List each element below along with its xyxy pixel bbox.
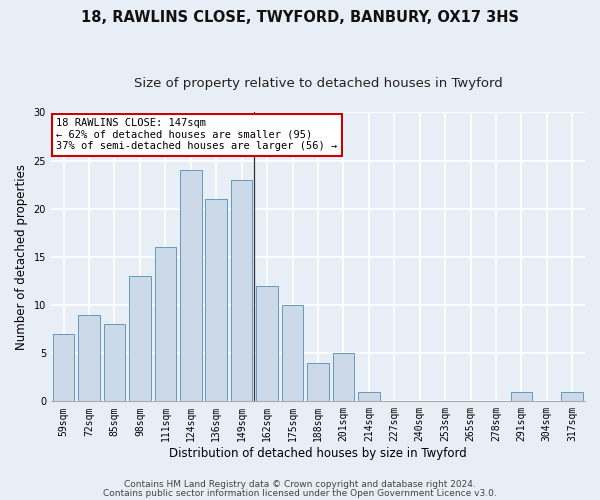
Bar <box>129 276 151 402</box>
Bar <box>205 199 227 402</box>
Bar <box>256 286 278 402</box>
Title: Size of property relative to detached houses in Twyford: Size of property relative to detached ho… <box>134 78 502 90</box>
Bar <box>511 392 532 402</box>
Bar <box>104 324 125 402</box>
Bar <box>180 170 202 402</box>
Bar <box>562 392 583 402</box>
Bar <box>358 392 380 402</box>
Bar <box>78 314 100 402</box>
Bar <box>231 180 253 402</box>
Bar <box>332 353 354 402</box>
Bar <box>53 334 74 402</box>
Bar <box>155 248 176 402</box>
Bar <box>307 363 329 402</box>
Text: 18 RAWLINS CLOSE: 147sqm
← 62% of detached houses are smaller (95)
37% of semi-d: 18 RAWLINS CLOSE: 147sqm ← 62% of detach… <box>56 118 338 152</box>
Text: Contains HM Land Registry data © Crown copyright and database right 2024.: Contains HM Land Registry data © Crown c… <box>124 480 476 489</box>
Y-axis label: Number of detached properties: Number of detached properties <box>15 164 28 350</box>
Bar <box>282 305 304 402</box>
Text: 18, RAWLINS CLOSE, TWYFORD, BANBURY, OX17 3HS: 18, RAWLINS CLOSE, TWYFORD, BANBURY, OX1… <box>81 10 519 25</box>
Text: Contains public sector information licensed under the Open Government Licence v3: Contains public sector information licen… <box>103 488 497 498</box>
X-axis label: Distribution of detached houses by size in Twyford: Distribution of detached houses by size … <box>169 447 467 460</box>
